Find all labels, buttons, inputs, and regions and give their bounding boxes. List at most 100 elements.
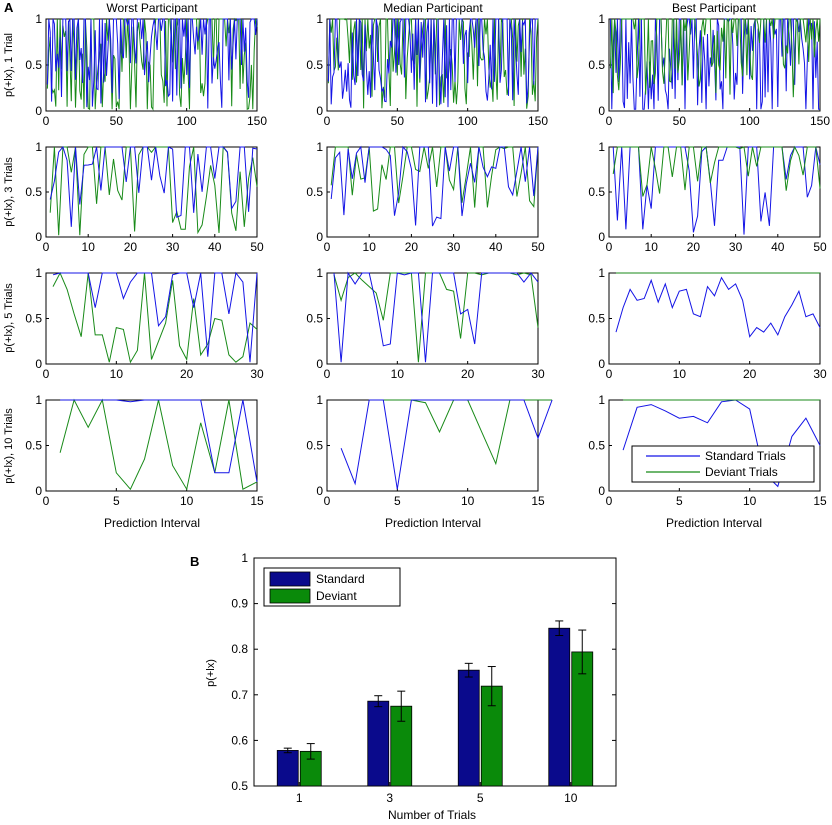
bar-x-tick-label: 10: [564, 791, 578, 805]
x-tick-label: 40: [771, 240, 785, 254]
x-tick-label: 50: [813, 240, 827, 254]
x-tick-label: 50: [531, 240, 545, 254]
standard-trials-line: [46, 18, 258, 109]
deviant-trials-line: [609, 18, 821, 98]
y-tick-label: 0.5: [25, 58, 42, 72]
standard-trials-line: [49, 145, 258, 227]
x-tick-label: 30: [447, 240, 461, 254]
y-tick-label: 0.5: [306, 58, 323, 72]
x-tick-label: 5: [113, 494, 120, 508]
subplot-median-1-trial: 0 50 100 150 0 0.5 1: [306, 12, 548, 128]
bar-x-tick-label: 1: [296, 791, 303, 805]
row-ylabel-10: p(+lx), 10 Trials: [3, 408, 15, 484]
y-tick-label: 1: [316, 266, 323, 280]
bar-y-tick-label: 0.5: [231, 779, 248, 793]
y-tick-label: 1: [316, 140, 323, 154]
x-tick-label: 10: [82, 240, 96, 254]
bar-legend: Standard Deviant: [263, 567, 401, 607]
x-tick-label: 15: [531, 494, 545, 508]
y-tick-label: 1: [35, 140, 42, 154]
line-legend: Standard Trials Deviant Trials: [631, 445, 815, 483]
subplot-frame: [45, 399, 258, 492]
subplot-frame: [326, 272, 539, 365]
y-tick-label: 0.5: [25, 439, 42, 453]
x-tick-label: 5: [676, 494, 683, 508]
x-tick-label: 100: [177, 114, 197, 128]
x-tick-label: 100: [458, 114, 478, 128]
deviant-trials-line: [612, 145, 821, 197]
subplot-worst-5-trial: 0 10 20 30 0 0.5 1: [25, 266, 264, 381]
y-tick-label: 0.5: [588, 312, 605, 326]
y-tick-label: 0: [35, 104, 42, 118]
standard-trials-line: [615, 276, 821, 338]
x-tick-label: 15: [813, 494, 827, 508]
legend-bar-deviant-label: Deviant: [316, 589, 357, 603]
x-tick-label: 0: [43, 494, 50, 508]
y-tick-label: 1: [598, 12, 605, 26]
y-tick-label: 1: [35, 393, 42, 407]
subplot-best-3-trial: 0 10 20 30 40 50 0 0.5 1: [588, 140, 827, 254]
standard-trials-line: [327, 18, 538, 108]
standard-trials-line: [60, 399, 258, 482]
y-tick-label: 0.5: [588, 439, 605, 453]
bar-x-tick-label: 5: [477, 791, 484, 805]
legend-bar-standard-label: Standard: [316, 572, 365, 586]
y-tick-label: 0: [35, 230, 42, 244]
bar-standard-5: [457, 669, 480, 787]
x-tick-label: 0: [43, 367, 50, 381]
x-tick-label: 10: [673, 367, 687, 381]
subplot-median-10-trial: 0 5 10 15 0 0.5 1: [306, 393, 553, 508]
bar-standard-10: [548, 627, 571, 787]
row-ylabel-5: p(+lx), 5 Trials: [3, 283, 15, 353]
legend-deviant-label: Deviant Trials: [705, 465, 778, 479]
x-tick-label: 100: [740, 114, 760, 128]
x-tick-label: 150: [528, 114, 548, 128]
y-tick-label: 0.5: [588, 58, 605, 72]
xlabel-median: Prediction Interval: [385, 516, 481, 530]
x-tick-label: 50: [391, 114, 405, 128]
x-tick-label: 10: [363, 240, 377, 254]
y-tick-label: 1: [35, 12, 42, 26]
x-tick-label: 30: [813, 367, 827, 381]
subplot-worst-10-trial: 0 5 10 15 0 0.5 1: [25, 393, 264, 508]
x-tick-label: 20: [180, 367, 194, 381]
x-tick-label: 10: [743, 494, 757, 508]
standard-trials-line: [333, 271, 539, 363]
bar-chart-xlabel: Number of Trials: [388, 808, 476, 822]
bar-y-tick-label: 0.9: [231, 597, 248, 611]
deviant-trials-line: [52, 271, 258, 364]
y-tick-label: 1: [316, 393, 323, 407]
x-tick-label: 30: [531, 367, 545, 381]
subplot-median-3-trial: 0 10 20 30 40 50 0 0.5 1: [306, 140, 545, 254]
subplot-frame: [608, 272, 821, 365]
y-tick-label: 0.5: [25, 185, 42, 199]
deviant-trials-line: [49, 145, 258, 236]
y-tick-label: 0: [598, 357, 605, 371]
x-tick-label: 150: [810, 114, 830, 128]
subplot-median-5-trial: 0 10 20 30 0 0.5 1: [306, 266, 545, 381]
legend-deviant-swatch: [269, 588, 311, 604]
subplot-frame: [45, 272, 258, 365]
subplot-frame: [326, 399, 539, 492]
x-tick-label: 0: [324, 367, 331, 381]
y-tick-label: 1: [598, 266, 605, 280]
x-tick-label: 50: [673, 114, 687, 128]
subplot-best-1-trial: 0 50 100 150 0 0.5 1: [588, 12, 830, 128]
y-tick-label: 0: [316, 230, 323, 244]
panel-b-label: B: [190, 554, 199, 569]
bar-x-tick-label: 3: [386, 791, 393, 805]
row-ylabel-1: p(+lx), 1 Trial: [3, 33, 15, 97]
x-tick-label: 0: [606, 114, 613, 128]
bar-chart-ylabel: p(+lx): [205, 659, 217, 687]
x-tick-label: 10: [461, 494, 475, 508]
x-tick-label: 0: [606, 494, 613, 508]
y-tick-label: 1: [316, 12, 323, 26]
standard-trials-line: [340, 399, 553, 490]
line-legend-box: [631, 445, 815, 483]
panel-a-label: A: [4, 0, 14, 15]
x-tick-label: 30: [250, 367, 264, 381]
x-tick-label: 50: [110, 114, 124, 128]
subplot-best-5-trial: 0 10 20 30 0 0.5 1: [588, 266, 827, 381]
